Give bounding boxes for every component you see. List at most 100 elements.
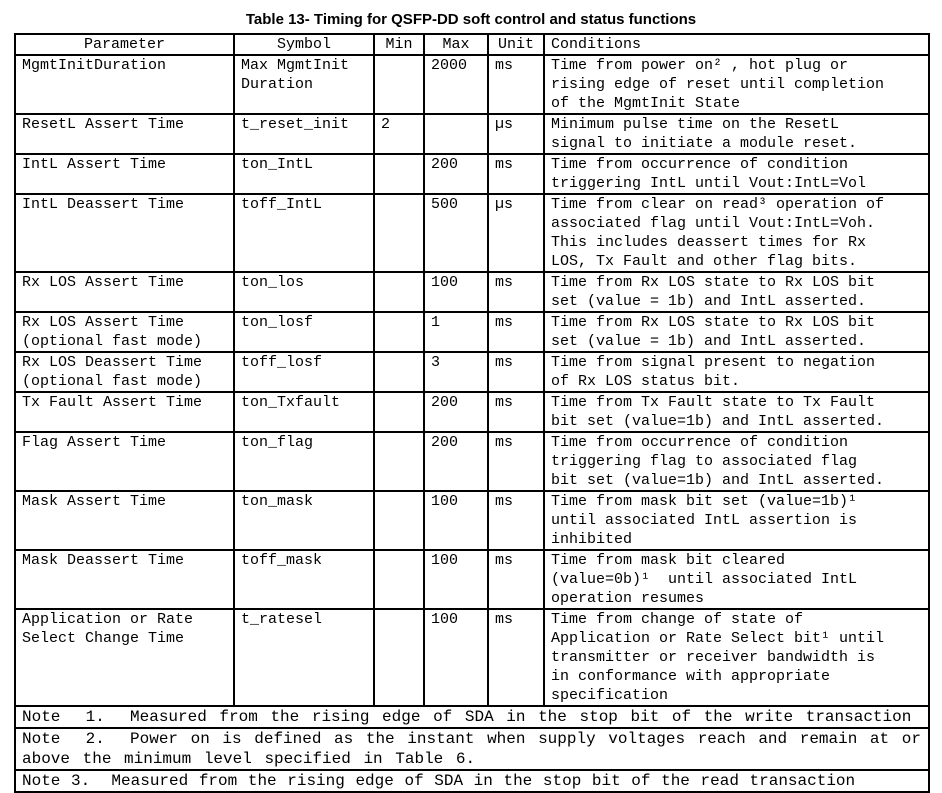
parameter-cell: MgmtInitDuration [14, 54, 235, 115]
symbol-cell: toff_mask [233, 549, 375, 610]
unit-cell: ms [487, 490, 545, 551]
unit-cell: ms [487, 431, 545, 492]
table-row: Rx LOS Deassert Time (optional fast mode… [14, 351, 930, 393]
conditions-cell: Time from mask bit set (value=1b)¹ until… [543, 490, 930, 551]
min-cell [373, 193, 425, 273]
unit-cell: ms [487, 271, 545, 313]
min-cell [373, 311, 425, 353]
max-cell: 100 [423, 549, 489, 610]
note-text: Note 3. Measured from the rising edge of… [14, 769, 930, 793]
conditions-cell: Time from power on² , hot plug or rising… [543, 54, 930, 115]
max-cell: 100 [423, 608, 489, 707]
conditions-cell: Time from occurrence of condition trigge… [543, 153, 930, 195]
parameter-cell: Application or Rate Select Change Time [14, 608, 235, 707]
conditions-cell: Time from occurrence of condition trigge… [543, 431, 930, 492]
note-text: Note 1. Measured from the rising edge of… [14, 705, 930, 729]
note-text: Note 2. Power on is defined as the insta… [14, 727, 930, 771]
max-cell: 100 [423, 490, 489, 551]
min-cell [373, 391, 425, 433]
max-cell: 2000 [423, 54, 489, 115]
symbol-cell: toff_losf [233, 351, 375, 393]
table-row: ResetL Assert Time t_reset_init 2 µs Min… [14, 113, 930, 155]
table-row: MgmtInitDuration Max MgmtInit Duration 2… [14, 54, 930, 115]
unit-cell: ms [487, 351, 545, 393]
timing-table: Parameter Symbol Min Max Unit Conditions… [14, 33, 930, 793]
min-cell [373, 271, 425, 313]
unit-cell: ms [487, 311, 545, 353]
max-cell [423, 113, 489, 155]
max-cell: 200 [423, 153, 489, 195]
unit-cell: ms [487, 54, 545, 115]
max-cell: 1 [423, 311, 489, 353]
header-row: Parameter Symbol Min Max Unit Conditions [14, 33, 930, 56]
document-page: Table 13- Timing for QSFP-DD soft contro… [14, 11, 930, 793]
max-cell: 200 [423, 431, 489, 492]
min-cell [373, 549, 425, 610]
table-title: Table 13- Timing for QSFP-DD soft contro… [245, 11, 697, 28]
min-cell: 2 [373, 113, 425, 155]
parameter-cell: Rx LOS Assert Time [14, 271, 235, 313]
table-row: IntL Assert Time ton_IntL 200 ms Time fr… [14, 153, 930, 195]
parameter-cell: IntL Deassert Time [14, 193, 235, 273]
symbol-cell: ton_Txfault [233, 391, 375, 433]
max-cell: 500 [423, 193, 489, 273]
max-cell: 100 [423, 271, 489, 313]
symbol-cell: t_ratesel [233, 608, 375, 707]
table-row: Application or Rate Select Change Time t… [14, 608, 930, 707]
symbol-cell: ton_losf [233, 311, 375, 353]
conditions-cell: Minimum pulse time on the ResetL signal … [543, 113, 930, 155]
max-cell: 200 [423, 391, 489, 433]
parameter-cell: Flag Assert Time [14, 431, 235, 492]
note-row: Note 1. Measured from the rising edge of… [14, 705, 930, 729]
conditions-cell: Time from clear on read³ operation of as… [543, 193, 930, 273]
min-cell [373, 431, 425, 492]
table-row: Rx LOS Assert Time ton_los 100 ms Time f… [14, 271, 930, 313]
table-row: Mask Deassert Time toff_mask 100 ms Time… [14, 549, 930, 610]
max-cell: 3 [423, 351, 489, 393]
symbol-cell: t_reset_init [233, 113, 375, 155]
unit-cell: ms [487, 153, 545, 195]
conditions-cell: Time from change of state of Application… [543, 608, 930, 707]
parameter-cell: Mask Assert Time [14, 490, 235, 551]
parameter-cell: ResetL Assert Time [14, 113, 235, 155]
unit-cell: ms [487, 608, 545, 707]
parameter-cell: Mask Deassert Time [14, 549, 235, 610]
symbol-cell: ton_mask [233, 490, 375, 551]
min-cell [373, 608, 425, 707]
conditions-cell: Time from Rx LOS state to Rx LOS bit set… [543, 311, 930, 353]
symbol-cell: toff_IntL [233, 193, 375, 273]
table-row: Mask Assert Time ton_mask 100 ms Time fr… [14, 490, 930, 551]
header-symbol: Symbol [233, 33, 375, 56]
parameter-cell: Tx Fault Assert Time [14, 391, 235, 433]
min-cell [373, 351, 425, 393]
header-parameter: Parameter [14, 33, 235, 56]
note-row: Note 3. Measured from the rising edge of… [14, 769, 930, 793]
symbol-cell: ton_flag [233, 431, 375, 492]
table-row: Tx Fault Assert Time ton_Txfault 200 ms … [14, 391, 930, 433]
symbol-cell: ton_IntL [233, 153, 375, 195]
header-max: Max [423, 33, 489, 56]
symbol-cell: ton_los [233, 271, 375, 313]
parameter-cell: Rx LOS Deassert Time (optional fast mode… [14, 351, 235, 393]
parameter-cell: Rx LOS Assert Time (optional fast mode) [14, 311, 235, 353]
conditions-cell: Time from Rx LOS state to Rx LOS bit set… [543, 271, 930, 313]
min-cell [373, 54, 425, 115]
table-row: Flag Assert Time ton_flag 200 ms Time fr… [14, 431, 930, 492]
unit-cell: ms [487, 391, 545, 433]
table-row: IntL Deassert Time toff_IntL 500 µs Time… [14, 193, 930, 273]
table-row: Rx LOS Assert Time (optional fast mode) … [14, 311, 930, 353]
header-min: Min [373, 33, 425, 56]
header-conditions: Conditions [543, 33, 930, 56]
header-unit: Unit [487, 33, 545, 56]
conditions-cell: Time from mask bit cleared (value=0b)¹ u… [543, 549, 930, 610]
conditions-cell: Time from signal present to negation of … [543, 351, 930, 393]
unit-cell: µs [487, 193, 545, 273]
symbol-cell: Max MgmtInit Duration [233, 54, 375, 115]
conditions-cell: Time from Tx Fault state to Tx Fault bit… [543, 391, 930, 433]
note-row: Note 2. Power on is defined as the insta… [14, 727, 930, 771]
unit-cell: ms [487, 549, 545, 610]
unit-cell: µs [487, 113, 545, 155]
parameter-cell: IntL Assert Time [14, 153, 235, 195]
min-cell [373, 153, 425, 195]
min-cell [373, 490, 425, 551]
